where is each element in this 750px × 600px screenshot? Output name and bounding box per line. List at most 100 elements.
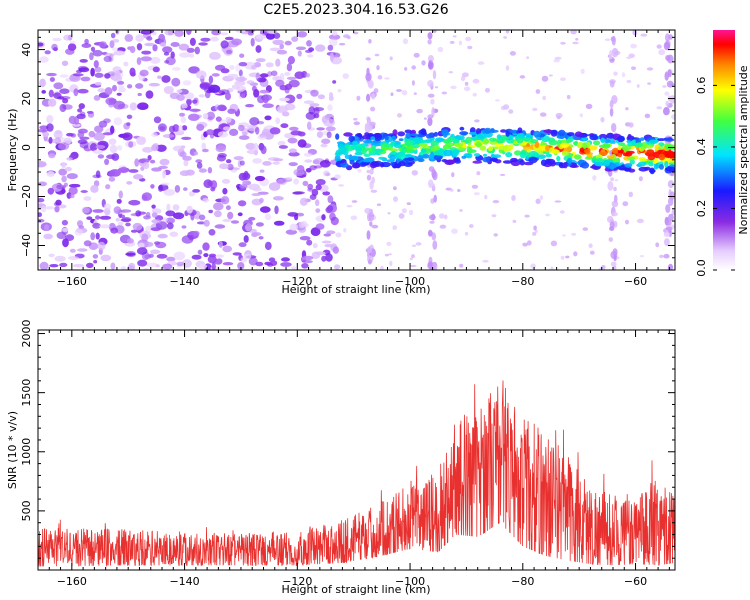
noise-blob <box>202 197 210 203</box>
signal-blob <box>627 141 636 147</box>
signal-blob <box>495 139 504 144</box>
streak-blob <box>431 185 436 192</box>
noise-blob <box>136 247 148 255</box>
snr-frame <box>37 329 676 571</box>
noise-blob <box>463 86 471 92</box>
noise-blob <box>534 229 538 233</box>
noise-blob <box>389 260 393 267</box>
streak-blob <box>609 49 613 60</box>
noise-blob <box>76 113 86 120</box>
noise-blob <box>104 158 110 165</box>
x-tick-label: −100 <box>395 275 425 288</box>
noise-blob <box>53 92 62 99</box>
noise-blob <box>316 131 323 139</box>
noise-blob <box>48 136 53 144</box>
streak-blob <box>369 180 374 190</box>
noise-blob <box>253 187 262 192</box>
signal-blob <box>534 141 540 148</box>
noise-blob <box>139 69 149 77</box>
noise-blob <box>275 117 280 124</box>
noise-blob <box>582 227 589 231</box>
noise-blob <box>441 91 448 95</box>
noise-blob <box>59 262 68 268</box>
noise-blob <box>234 80 246 86</box>
noise-blob <box>306 121 312 130</box>
signal-blob <box>561 151 569 156</box>
noise-blob <box>522 242 528 247</box>
noise-blob <box>411 65 417 70</box>
spectrogram-x-label: Height of straight line (km) <box>281 283 430 296</box>
noise-blob <box>62 98 69 104</box>
noise-blob <box>219 163 229 170</box>
noise-blob <box>39 78 46 88</box>
noise-blob <box>423 117 427 120</box>
streak-blob <box>613 254 617 262</box>
noise-blob <box>61 175 67 183</box>
signal-blob <box>653 157 659 165</box>
noise-blob <box>297 139 307 148</box>
noise-blob <box>222 245 233 253</box>
noise-blob <box>309 103 320 107</box>
noise-blob <box>262 94 270 104</box>
streak-blob <box>369 168 374 175</box>
signal-blob <box>453 142 464 148</box>
noise-blob <box>246 80 255 85</box>
noise-blob <box>52 37 62 42</box>
noise-blob <box>61 161 67 169</box>
noise-blob <box>305 73 311 78</box>
noise-blob <box>449 40 455 44</box>
noise-blob <box>272 161 280 165</box>
noise-blob <box>109 144 118 154</box>
noise-blob <box>573 251 578 257</box>
noise-blob <box>198 94 205 98</box>
noise-blob <box>421 60 426 66</box>
noise-blob <box>297 31 308 38</box>
noise-blob <box>151 167 162 172</box>
noise-blob <box>492 200 500 204</box>
signal-blob <box>639 137 645 142</box>
y-tick-label: 1500 <box>20 379 33 407</box>
noise-blob <box>162 263 173 270</box>
noise-blob <box>589 250 595 255</box>
signal-blob <box>392 129 398 136</box>
noise-blob <box>278 145 288 149</box>
noise-blob <box>469 224 474 228</box>
x-tick-label: −160 <box>57 275 87 288</box>
signal-blob <box>435 137 444 142</box>
noise-blob <box>306 40 312 47</box>
noise-blob <box>194 46 200 55</box>
noise-blob <box>162 134 175 138</box>
signal-blob <box>390 161 395 167</box>
noise-blob <box>56 184 66 190</box>
noise-blob <box>401 208 407 214</box>
noise-blob <box>192 99 198 104</box>
noise-blob <box>222 187 228 195</box>
noise-blob <box>265 32 275 40</box>
signal-blob <box>574 154 582 160</box>
noise-blob <box>503 104 510 110</box>
signal-blob <box>468 131 478 135</box>
noise-blob <box>273 220 285 226</box>
noise-blob <box>434 86 439 89</box>
colorbar: 0.0 0.2 0.4 0.6 Normalized spectral amplitu… <box>695 30 750 277</box>
noise-blob <box>84 38 89 45</box>
noise-blob <box>38 181 47 187</box>
noise-blob <box>305 111 316 120</box>
signal-blob <box>406 157 415 162</box>
noise-blob <box>38 42 44 47</box>
noise-blob <box>77 128 88 134</box>
noise-blob <box>148 82 160 87</box>
streak-blob <box>666 220 672 226</box>
signal-blob <box>648 161 654 167</box>
noise-blob <box>410 264 417 268</box>
signal-blob <box>417 158 425 163</box>
noise-blob <box>122 132 133 141</box>
noise-blob <box>179 52 191 58</box>
streak-blob <box>610 177 614 182</box>
noise-blob <box>38 129 48 133</box>
noise-blob <box>273 158 284 162</box>
noise-blob <box>491 214 497 218</box>
noise-blob <box>133 174 144 180</box>
noise-blob <box>136 57 142 66</box>
noise-blob <box>174 185 181 193</box>
